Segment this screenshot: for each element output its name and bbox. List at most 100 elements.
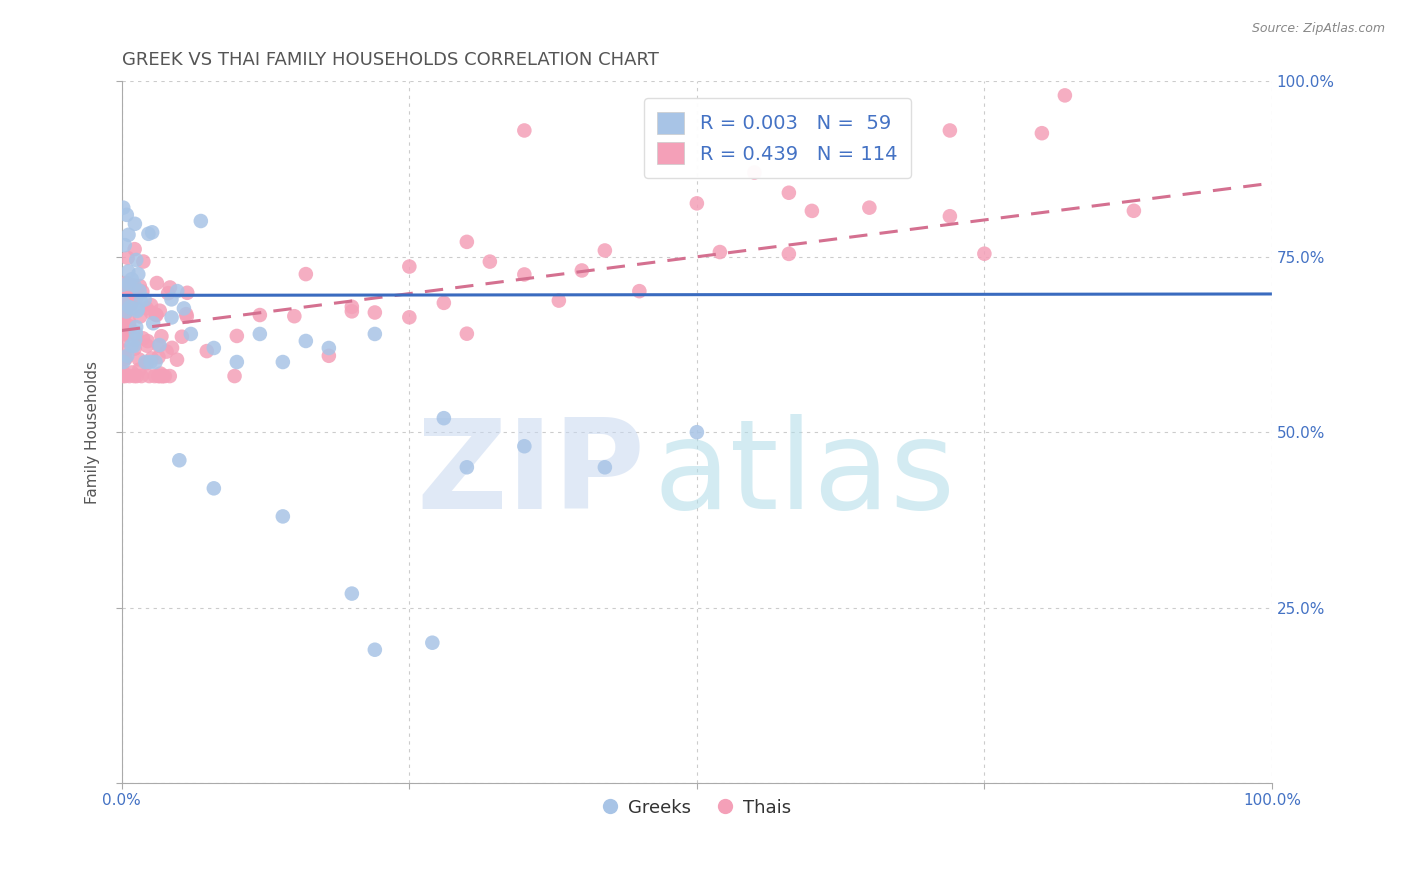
Point — [132, 254, 155, 268]
Point — [271, 509, 294, 524]
Point — [686, 196, 709, 211]
Point — [115, 326, 138, 341]
Point — [136, 334, 159, 348]
Point — [114, 351, 136, 366]
Point — [111, 281, 134, 295]
Point — [225, 329, 247, 343]
Point — [433, 296, 456, 310]
Point — [115, 276, 138, 290]
Point — [118, 300, 141, 314]
Point — [456, 326, 478, 341]
Point — [124, 333, 146, 347]
Point — [145, 308, 167, 322]
Point — [117, 227, 139, 242]
Point — [571, 263, 593, 277]
Point — [709, 245, 731, 260]
Point — [112, 312, 135, 326]
Point — [128, 352, 150, 367]
Point — [456, 235, 478, 249]
Point — [176, 285, 198, 300]
Point — [513, 123, 536, 137]
Point — [513, 439, 536, 453]
Point — [318, 349, 340, 363]
Point — [513, 268, 536, 282]
Point — [131, 285, 153, 299]
Point — [142, 316, 165, 330]
Point — [160, 341, 183, 355]
Point — [115, 327, 138, 342]
Point — [112, 201, 135, 215]
Point — [111, 323, 134, 337]
Point — [135, 356, 157, 370]
Point — [149, 303, 172, 318]
Point — [628, 284, 651, 298]
Point — [225, 355, 247, 369]
Point — [340, 586, 363, 600]
Point — [117, 264, 139, 278]
Point — [125, 326, 148, 340]
Point — [111, 277, 134, 292]
Point — [295, 334, 318, 348]
Point — [115, 304, 138, 318]
Point — [114, 307, 136, 321]
Point — [283, 309, 305, 323]
Point — [125, 291, 148, 305]
Point — [249, 326, 271, 341]
Point — [129, 293, 152, 308]
Point — [202, 341, 225, 355]
Point — [398, 310, 420, 325]
Point — [115, 297, 138, 311]
Point — [129, 310, 152, 324]
Point — [141, 225, 163, 239]
Point — [159, 369, 181, 384]
Point — [190, 214, 212, 228]
Point — [138, 369, 160, 384]
Point — [145, 355, 167, 369]
Point — [939, 123, 962, 137]
Point — [271, 355, 294, 369]
Point — [134, 355, 156, 369]
Point — [593, 244, 616, 258]
Point — [800, 203, 823, 218]
Point — [973, 246, 995, 260]
Point — [118, 277, 141, 291]
Point — [111, 365, 134, 379]
Point — [143, 369, 166, 384]
Point — [114, 238, 136, 252]
Y-axis label: Family Households: Family Households — [86, 360, 100, 504]
Point — [136, 339, 159, 353]
Point — [124, 369, 146, 384]
Point — [128, 284, 150, 298]
Point — [160, 293, 183, 307]
Point — [1122, 203, 1144, 218]
Point — [340, 300, 363, 314]
Point — [149, 367, 172, 381]
Point — [125, 329, 148, 343]
Point — [118, 319, 141, 334]
Point — [152, 369, 174, 384]
Point — [153, 369, 176, 384]
Point — [114, 277, 136, 291]
Point — [117, 349, 139, 363]
Point — [127, 302, 149, 317]
Point — [160, 310, 183, 325]
Point — [124, 217, 146, 231]
Point — [121, 272, 143, 286]
Point — [117, 251, 139, 265]
Point — [125, 285, 148, 299]
Point — [127, 304, 149, 318]
Point — [456, 460, 478, 475]
Point — [131, 369, 153, 384]
Point — [318, 341, 340, 355]
Point — [125, 252, 148, 267]
Point — [166, 352, 188, 367]
Point — [146, 276, 169, 290]
Point — [744, 165, 766, 179]
Point — [224, 369, 246, 384]
Text: ZIP: ZIP — [416, 414, 645, 535]
Point — [121, 278, 143, 293]
Point — [111, 333, 134, 347]
Point — [593, 460, 616, 475]
Point — [121, 338, 143, 352]
Point — [134, 293, 156, 307]
